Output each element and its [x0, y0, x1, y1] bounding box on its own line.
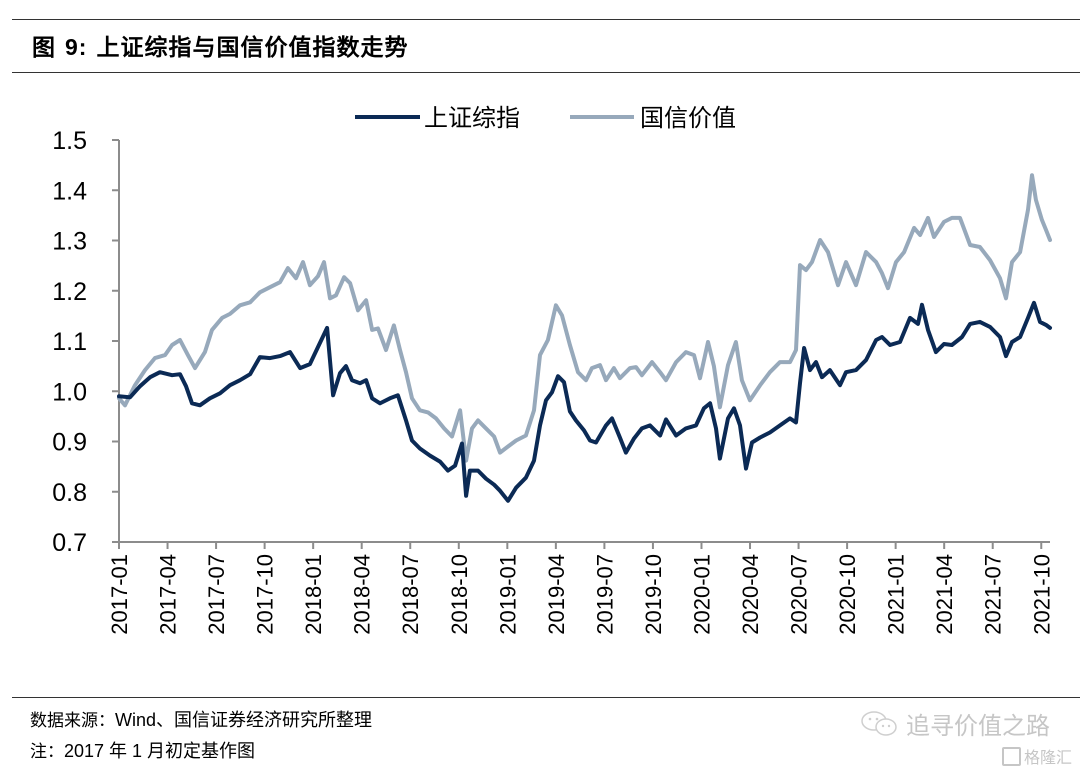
brand-watermark: 格隆汇 — [1001, 744, 1072, 768]
figure-title-text: 上证综指与国信价值指数走势 — [96, 35, 409, 61]
legend-label-guoxin: 国信价值 — [640, 104, 736, 132]
figure-title-prefix: 图 — [32, 35, 56, 61]
series-line-sse-composite — [117, 300, 1052, 503]
title-rule — [12, 72, 1080, 73]
gelonghui-logo-icon — [1001, 746, 1021, 766]
source-text: Wind、国信证券经济研究所整理 — [115, 710, 373, 730]
y-tick-label: 1.1 — [52, 328, 87, 356]
wechat-icon — [861, 710, 897, 736]
top-rule — [12, 19, 1080, 20]
figure-title-number: 9: — [65, 34, 88, 60]
y-tick-label: 1.4 — [52, 177, 87, 205]
y-tick-label: 0.7 — [52, 529, 87, 557]
wechat-account-name: 追寻价值之路 — [906, 712, 1050, 740]
y-tick-label: 0.8 — [52, 479, 87, 507]
x-tick-label: 2018-07 — [398, 554, 423, 635]
source-note: 数据来源：Wind、国信证券经济研究所整理 — [30, 706, 372, 732]
x-tick-label: 2019-01 — [495, 554, 520, 635]
y-tick-label: 1.0 — [52, 378, 87, 406]
y-tick-label: 1.2 — [52, 278, 87, 306]
legend-label-sse: 上证综指 — [424, 104, 520, 132]
figure-title: 图 9: 上证综指与国信价值指数走势 — [32, 28, 408, 62]
x-tick-label: 2019-07 — [592, 554, 617, 635]
x-tick-label: 2021-01 — [884, 554, 909, 635]
x-tick-label: 2018-10 — [447, 554, 472, 635]
line-chart: 上证综指 国信价值 1.5 1.4 1.3 1.2 1.1 1.0 0.9 0.8 0.7 201… — [52, 104, 1054, 635]
note-text: 2017 年 1 月初定基作图 — [64, 741, 256, 761]
x-tick-label: 2017-04 — [156, 554, 181, 635]
x-tick-label: 2018-01 — [301, 554, 326, 635]
y-tick-label: 0.9 — [52, 429, 87, 457]
axes: 1.5 1.4 1.3 1.2 1.1 1.0 0.9 0.8 0.7 2017-01 2017-0… — [52, 127, 1054, 635]
x-tick-label: 2017-07 — [204, 554, 229, 635]
x-tick-label: 2017-10 — [253, 554, 278, 635]
x-tick-label: 2018-04 — [350, 554, 375, 635]
x-tick-label: 2019-04 — [544, 554, 569, 635]
source-label: 数据来源： — [30, 711, 115, 731]
x-tick-label: 2020-07 — [787, 554, 812, 635]
series-line-guoxin-value — [117, 173, 1052, 463]
x-tick-label: 2020-10 — [835, 554, 860, 635]
wechat-watermark: 追寻价值之路 — [860, 706, 1050, 741]
x-tick-label: 2021-04 — [932, 554, 957, 635]
x-tick-label: 2021-07 — [981, 554, 1006, 635]
x-tick-label: 2019-10 — [641, 554, 666, 635]
note-label: 注： — [30, 742, 64, 762]
x-tick-label: 2017-01 — [107, 554, 132, 635]
y-tick-label: 1.5 — [52, 127, 87, 155]
series-group — [117, 173, 1052, 503]
chart-legend: 上证综指 国信价值 — [355, 104, 736, 132]
base-note: 注：2017 年 1 月初定基作图 — [30, 737, 255, 763]
y-tick-label: 1.3 — [52, 228, 87, 256]
footer-rule — [12, 697, 1080, 698]
x-tick-label: 2021-10 — [1029, 554, 1054, 635]
brand-name: 格隆汇 — [1023, 748, 1072, 767]
x-tick-label: 2020-04 — [738, 554, 763, 635]
x-tick-label: 2020-01 — [689, 554, 714, 635]
